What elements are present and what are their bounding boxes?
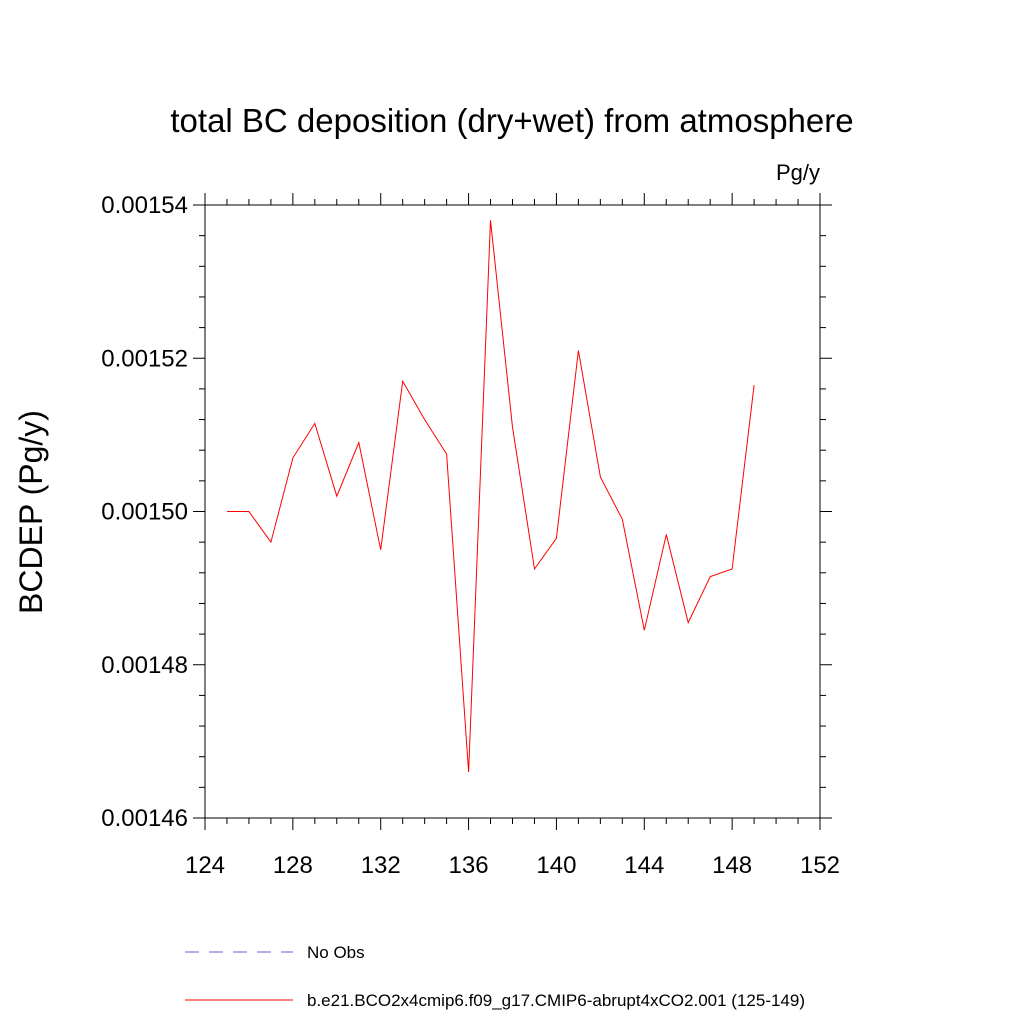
y-tick-label: 0.00150 bbox=[101, 499, 188, 526]
x-tick-label: 132 bbox=[361, 852, 401, 879]
x-tick-label: 144 bbox=[624, 852, 664, 879]
chart-title: total BC deposition (dry+wet) from atmos… bbox=[170, 102, 853, 139]
x-tick-label: 152 bbox=[800, 852, 840, 879]
series-line bbox=[227, 220, 755, 773]
plot-frame bbox=[204, 204, 821, 819]
y-tick-label: 0.00154 bbox=[101, 192, 188, 219]
x-tick-label: 124 bbox=[185, 852, 225, 879]
axis-tick-labels: 124 128 132 136 140 144 148 152 0.00146 0.00148 0.… bbox=[101, 192, 840, 879]
x-tick-label: 128 bbox=[273, 852, 313, 879]
x-tick-label: 140 bbox=[536, 852, 576, 879]
axis-ticks bbox=[193, 193, 832, 830]
legend-label: No Obs bbox=[307, 943, 365, 962]
legend: No Obs b.e21.BCO2x4cmip6.f09_g17.CMIP6-ab… bbox=[185, 943, 805, 1010]
legend-label: b.e21.BCO2x4cmip6.f09_g17.CMIP6-abrupt4x… bbox=[307, 991, 805, 1010]
y-axis-label: BCDEP (Pg/y) bbox=[13, 410, 49, 614]
units-label: Pg/y bbox=[776, 160, 820, 185]
y-tick-label: 0.00152 bbox=[101, 345, 188, 372]
y-tick-label: 0.00146 bbox=[101, 805, 188, 832]
x-tick-label: 148 bbox=[712, 852, 752, 879]
data-series bbox=[227, 220, 755, 773]
x-tick-label: 136 bbox=[449, 852, 489, 879]
y-tick-label: 0.00148 bbox=[101, 652, 188, 679]
